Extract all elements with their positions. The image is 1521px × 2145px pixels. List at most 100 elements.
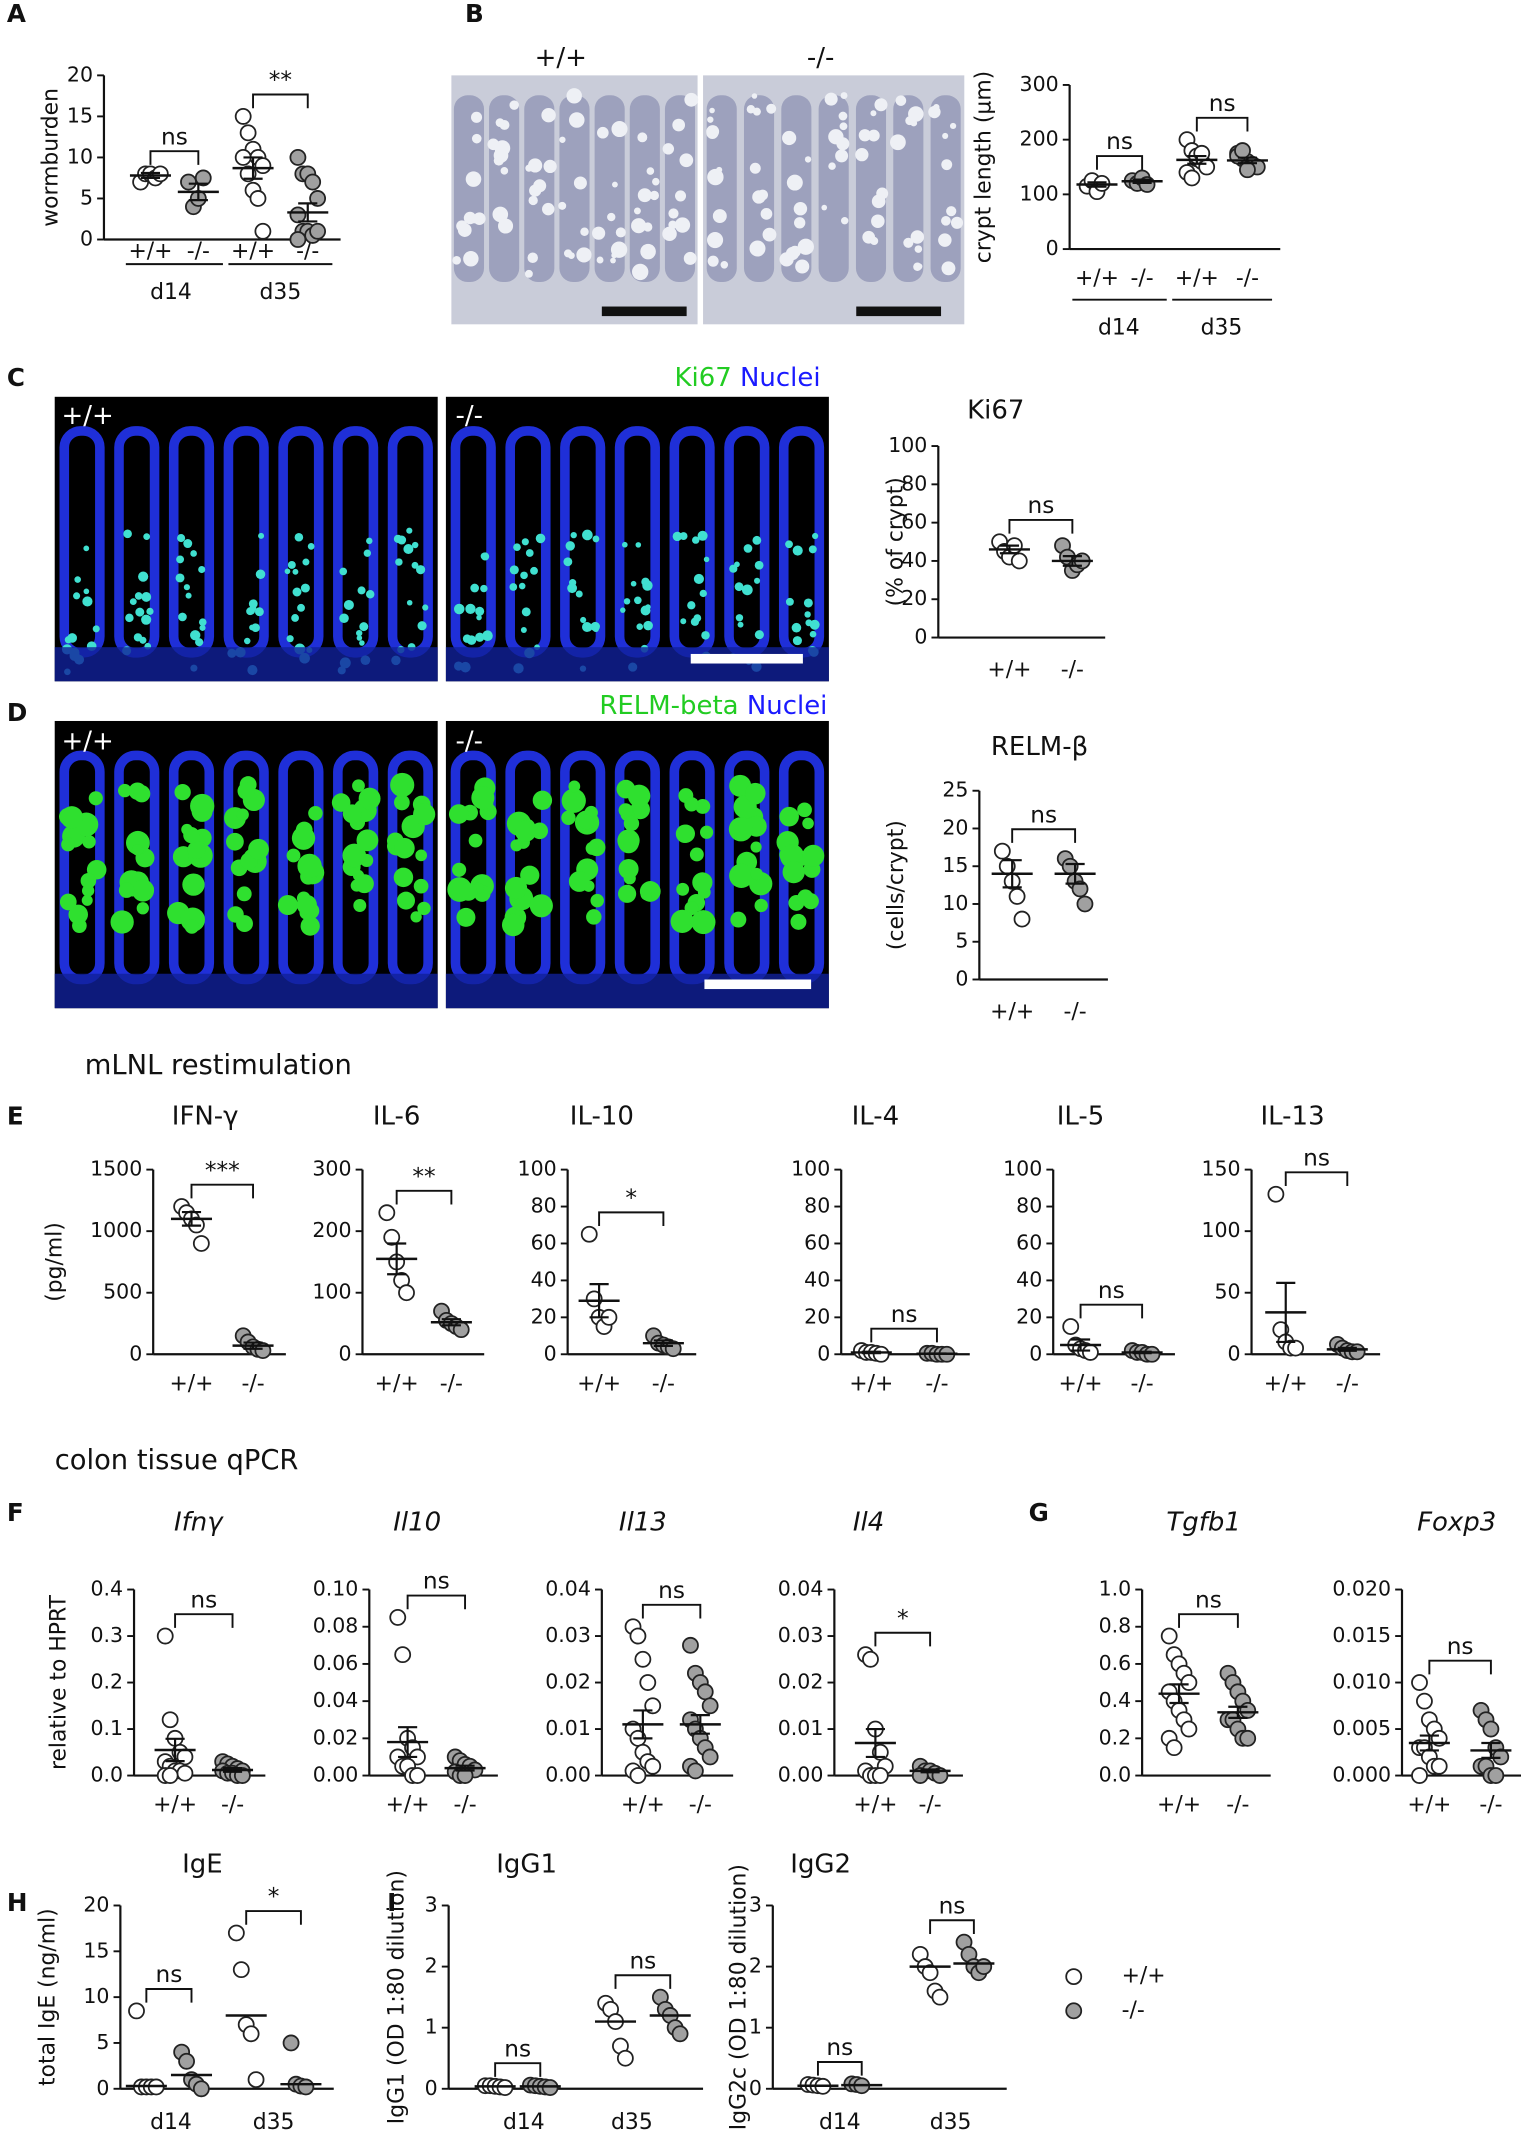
- data-point: [192, 2080, 210, 2098]
- data-point: [701, 1697, 719, 1715]
- sem-bar: [1132, 178, 1152, 184]
- data-point: [1239, 161, 1256, 179]
- stain: [73, 592, 81, 600]
- y-tick-label: 0.04: [778, 1577, 824, 1601]
- stain: [640, 605, 651, 616]
- stain: [59, 893, 77, 911]
- goblet: [858, 129, 871, 142]
- stain: [504, 876, 528, 900]
- y-tick-label: 20: [531, 1304, 557, 1328]
- panel-letter: B: [465, 0, 484, 28]
- stain: [745, 782, 766, 804]
- significance-label: ns: [1027, 492, 1054, 519]
- goblet: [941, 215, 951, 226]
- goblet: [706, 126, 719, 139]
- stain: [520, 626, 527, 633]
- stain: [518, 582, 526, 590]
- crypt: [706, 95, 737, 282]
- y-tick-label: 0.03: [545, 1623, 591, 1647]
- y-tick-label: 0.4: [90, 1577, 123, 1601]
- stain: [394, 837, 415, 859]
- chart-title: IgE: [182, 1850, 223, 1880]
- goblet: [786, 174, 803, 191]
- data-point: [862, 1650, 879, 1668]
- stain: [354, 874, 374, 894]
- stain: [352, 779, 365, 793]
- stain: [701, 631, 710, 640]
- stain: [750, 867, 763, 881]
- goblet: [942, 132, 949, 139]
- stain: [797, 802, 812, 818]
- stain: [627, 784, 651, 808]
- data-point: [289, 206, 307, 224]
- goblet: [789, 245, 801, 258]
- data-point: [304, 173, 322, 191]
- goblet: [839, 122, 848, 131]
- stain: [292, 568, 299, 575]
- stain: [521, 538, 529, 546]
- goblet: [558, 201, 567, 210]
- significance-bracket: [929, 1919, 975, 1934]
- goblet: [452, 256, 461, 265]
- stain: [365, 589, 375, 599]
- stain: [417, 901, 431, 916]
- y-tick-label: 100: [1201, 1218, 1240, 1242]
- stain: [737, 621, 744, 628]
- y-tick-label: 100: [791, 1157, 830, 1181]
- data-point: [1076, 895, 1094, 913]
- panel-letter: E: [7, 1101, 24, 1130]
- significance-bracket: [1428, 1659, 1492, 1675]
- data-point: [975, 1958, 993, 1976]
- data-point: [671, 2025, 689, 2043]
- chart-title: IL-4: [852, 1101, 900, 1131]
- data-point: [580, 1225, 598, 1243]
- goblet: [487, 138, 500, 151]
- sem-bar: [222, 1767, 243, 1773]
- stain: [248, 599, 258, 609]
- y-tick-label: 0.8: [1099, 1614, 1132, 1638]
- y-tick-label: 5: [955, 929, 968, 953]
- stain: [520, 571, 528, 580]
- data-point: [289, 149, 307, 166]
- sem-bar: [690, 1714, 710, 1735]
- stain: [416, 565, 426, 575]
- data-point: [389, 1609, 407, 1626]
- stain: [236, 886, 252, 902]
- data-point: [180, 173, 197, 191]
- y-tick-label: 80: [1016, 1194, 1042, 1218]
- significance-label: ns: [423, 1568, 450, 1595]
- goblet: [910, 230, 925, 244]
- sem-bar: [165, 1737, 185, 1763]
- dot-plot: 0 5 10 15 20 H IgE total IgE (ng/ml) d14 d35 ns *: [7, 1850, 334, 2135]
- y-tick-label: 0.2: [1099, 1725, 1132, 1749]
- stain: [754, 630, 764, 640]
- y-tick-label: 25: [942, 778, 968, 802]
- stain: [286, 848, 301, 863]
- stain: [125, 830, 150, 855]
- goblet: [890, 134, 906, 151]
- x-tick-label: -/-: [187, 239, 210, 264]
- goblet: [913, 262, 922, 271]
- x-tick-label: +/+: [1264, 1371, 1308, 1396]
- y-tick-label: 0.06: [313, 1651, 359, 1675]
- goblet: [527, 252, 538, 264]
- significance-bracket: [406, 1594, 467, 1610]
- stain: [410, 911, 422, 923]
- x-tick-label: -/-: [241, 1371, 264, 1396]
- stain: [182, 873, 205, 896]
- stain: [123, 529, 132, 539]
- y-tick-label: 80: [531, 1194, 557, 1218]
- stain: [291, 826, 316, 850]
- stain: [476, 614, 482, 621]
- stain: [565, 541, 575, 551]
- stain: [592, 625, 600, 633]
- stain: [791, 622, 802, 633]
- y-tick-label: 0: [425, 2076, 438, 2100]
- data-point: [176, 1764, 194, 1782]
- data-point: [254, 222, 272, 240]
- stain: [697, 530, 708, 541]
- stain: [249, 624, 255, 631]
- dot-plot: 0.0 0.1 0.2 0.3 0.4 F Ifnγ relative to HPRT +/+ -…: [7, 1498, 266, 1818]
- stain: [394, 794, 410, 811]
- goblet: [457, 223, 472, 237]
